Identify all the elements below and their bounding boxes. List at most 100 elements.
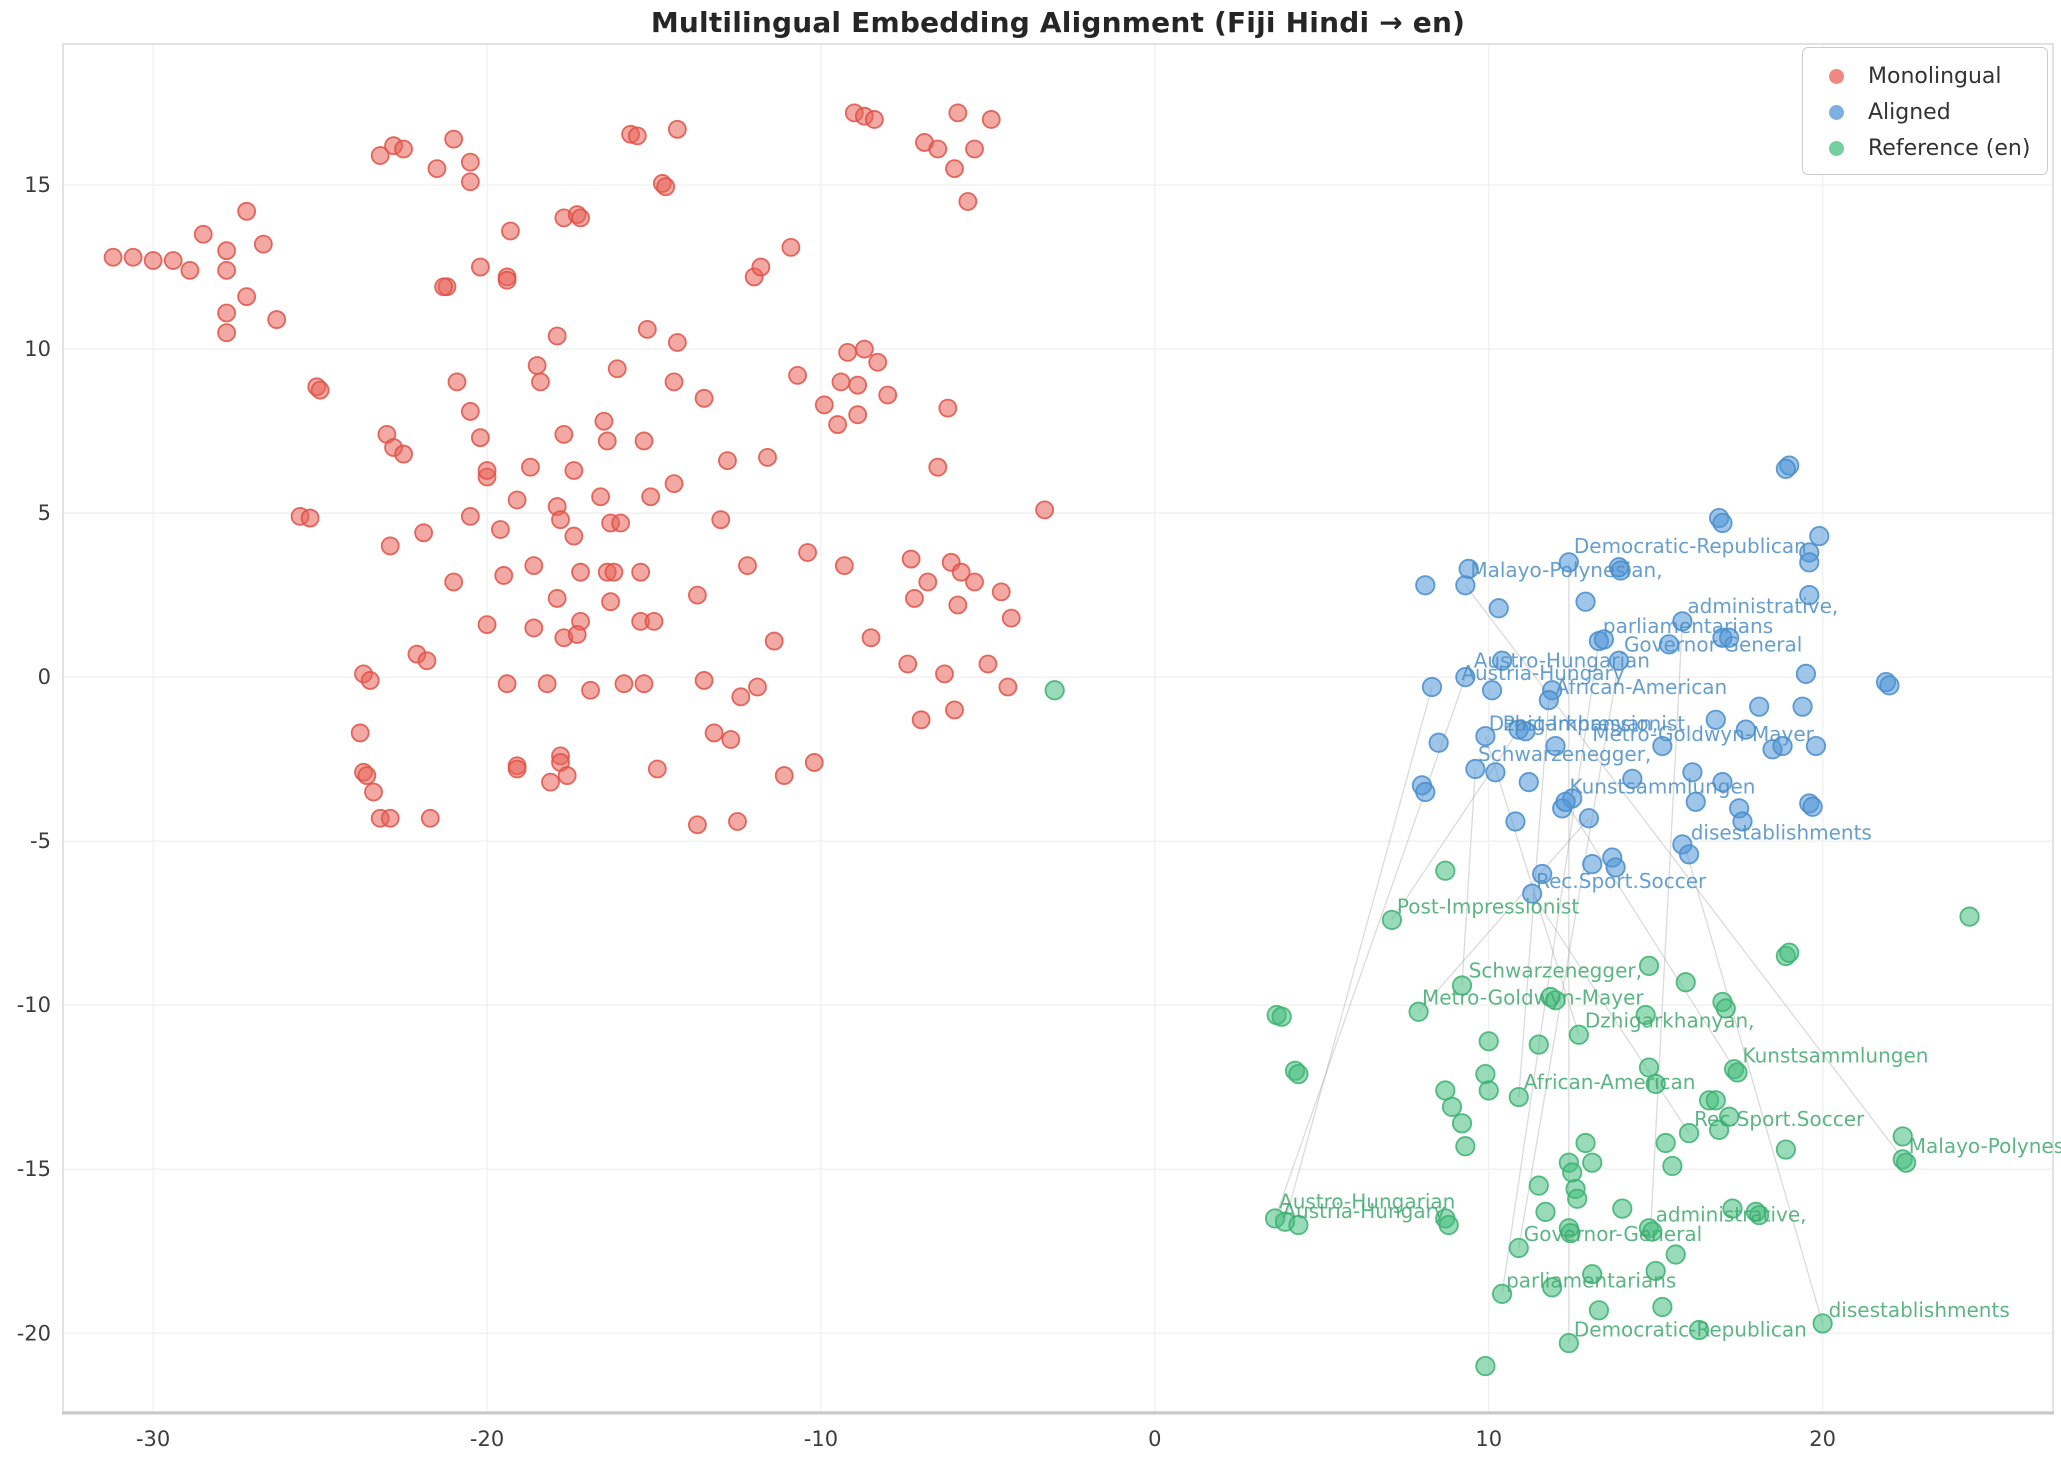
- monolingual-point: [945, 700, 964, 720]
- aligned-point: [1879, 675, 1900, 696]
- alignment-line: [1518, 660, 1620, 1249]
- aligned-point: [1582, 854, 1603, 875]
- monolingual-point: [901, 549, 921, 569]
- monolingual-point: [798, 543, 817, 562]
- monolingual-point: [531, 372, 550, 392]
- aligned-point: [1652, 735, 1673, 757]
- aligned-point: [1428, 732, 1449, 753]
- reference-point: [1655, 1132, 1676, 1154]
- monolingual-point: [898, 654, 918, 674]
- reference-point: [1528, 1034, 1549, 1055]
- monolingual-point: [564, 526, 584, 546]
- monolingual-point: [460, 152, 480, 172]
- alignment-line: [1501, 640, 1600, 1294]
- aligned-annotation: Schwarzenegger,: [1478, 742, 1651, 766]
- aligned-point: [1465, 758, 1486, 780]
- monolingual-point: [627, 126, 647, 146]
- monolingual-point: [731, 687, 751, 707]
- reference-point: [1271, 1006, 1292, 1027]
- aligned-annotation: Governor-General: [1624, 633, 1802, 657]
- monolingual-point: [163, 251, 183, 270]
- monolingual-point: [656, 177, 676, 197]
- monolingual-point: [497, 270, 517, 290]
- reference-point: [1560, 1223, 1581, 1244]
- monolingual-point: [497, 674, 517, 694]
- reference-point: [1895, 1152, 1917, 1173]
- reference-point: [1635, 1004, 1656, 1026]
- monolingual-point: [460, 507, 480, 526]
- aligned-point: [1578, 808, 1599, 829]
- monolingual-point: [838, 342, 858, 362]
- y-tick-label: 15: [24, 173, 51, 197]
- reference-point: [1562, 1162, 1583, 1183]
- monolingual-point: [644, 611, 664, 631]
- reference-point: [1508, 1086, 1529, 1108]
- monolingual-point: [253, 234, 273, 254]
- monolingual-point: [774, 766, 794, 785]
- aligned-annotation: disestablishments: [1691, 821, 1872, 845]
- monolingual-point: [978, 654, 998, 674]
- monolingual-point: [494, 566, 514, 585]
- aligned-point: [1421, 676, 1443, 698]
- aligned-point: [1593, 629, 1615, 650]
- monolingual-point: [687, 585, 707, 605]
- aligned-point: [1485, 762, 1506, 783]
- monolingual-point: [788, 365, 807, 385]
- reference-point: [1535, 1201, 1556, 1222]
- legend-item-monolingual: Monolingual: [1803, 58, 2047, 94]
- reference-annotation: Dzhigarkhanyan,: [1585, 1009, 1755, 1033]
- reference-point: [1545, 990, 1566, 1011]
- reference-point: [1542, 1277, 1563, 1298]
- monolingual-point: [948, 595, 968, 615]
- monolingual-point: [571, 562, 590, 582]
- reference-point: [1568, 1024, 1589, 1045]
- reference-point: [1288, 1064, 1309, 1085]
- monolingual-point: [911, 710, 931, 730]
- monolingual-point: [460, 172, 480, 192]
- y-tick-label: 5: [38, 501, 51, 525]
- monolingual-point: [965, 139, 984, 159]
- monolingual-point: [848, 375, 868, 395]
- aligned-point: [1795, 663, 1817, 684]
- reference-annotation: Austria-Hungary: [1282, 1199, 1445, 1223]
- monolingual-point: [728, 812, 747, 831]
- monolingual-point: [477, 461, 497, 480]
- monolingual-point: [694, 671, 714, 690]
- aligned-point: [1415, 575, 1436, 596]
- aligned-point: [1481, 680, 1503, 701]
- x-tick-label: 20: [1809, 1427, 1836, 1451]
- monolingual-point: [237, 287, 257, 307]
- monolingual-point: [694, 388, 714, 408]
- reference-point: [1455, 1136, 1476, 1157]
- monolingual-point: [267, 310, 287, 329]
- aligned-annotation: Dzhigarkhanyan,: [1489, 711, 1659, 735]
- aligned-point: [1678, 844, 1700, 865]
- reference-point: [1528, 1175, 1549, 1196]
- reference-point: [1722, 1198, 1743, 1219]
- aligned-point: [1575, 591, 1596, 612]
- reference-annotation: Democratic-Republican: [1574, 1318, 1807, 1342]
- reference-point: [1688, 1319, 1710, 1341]
- reference-point: [1441, 1096, 1463, 1118]
- monolingual-point: [380, 808, 400, 828]
- monolingual-point: [193, 224, 213, 244]
- monolingual-point: [357, 766, 377, 785]
- monolingual-point: [417, 651, 437, 671]
- chart-title: Multilingual Embedding Alignment (Fiji H…: [650, 6, 1466, 39]
- x-tick-label: 10: [1475, 1427, 1502, 1451]
- monolingual-point: [861, 628, 881, 648]
- y-tick-label: -5: [30, 829, 51, 853]
- reference-point: [1709, 1119, 1730, 1140]
- monolingual-point: [217, 241, 237, 261]
- aligned-point: [1672, 611, 1693, 632]
- reference-point: [1749, 1205, 1770, 1226]
- reference-point: [1582, 1152, 1603, 1173]
- legend-label-aligned: Aligned: [1868, 99, 1951, 125]
- monolingual-point: [641, 487, 661, 507]
- monolingual-point: [537, 674, 557, 694]
- monolingual-point: [507, 759, 527, 779]
- monolingual-point: [380, 536, 400, 556]
- monolingual-point: [868, 352, 888, 372]
- monolingual-point: [935, 664, 954, 684]
- monolingual-point: [634, 431, 654, 451]
